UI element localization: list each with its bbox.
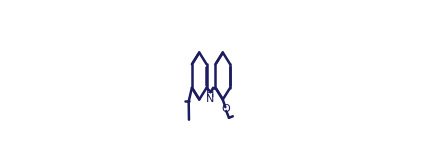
Text: H: H bbox=[206, 89, 214, 99]
Text: N: N bbox=[206, 94, 214, 104]
Text: O: O bbox=[222, 104, 230, 114]
